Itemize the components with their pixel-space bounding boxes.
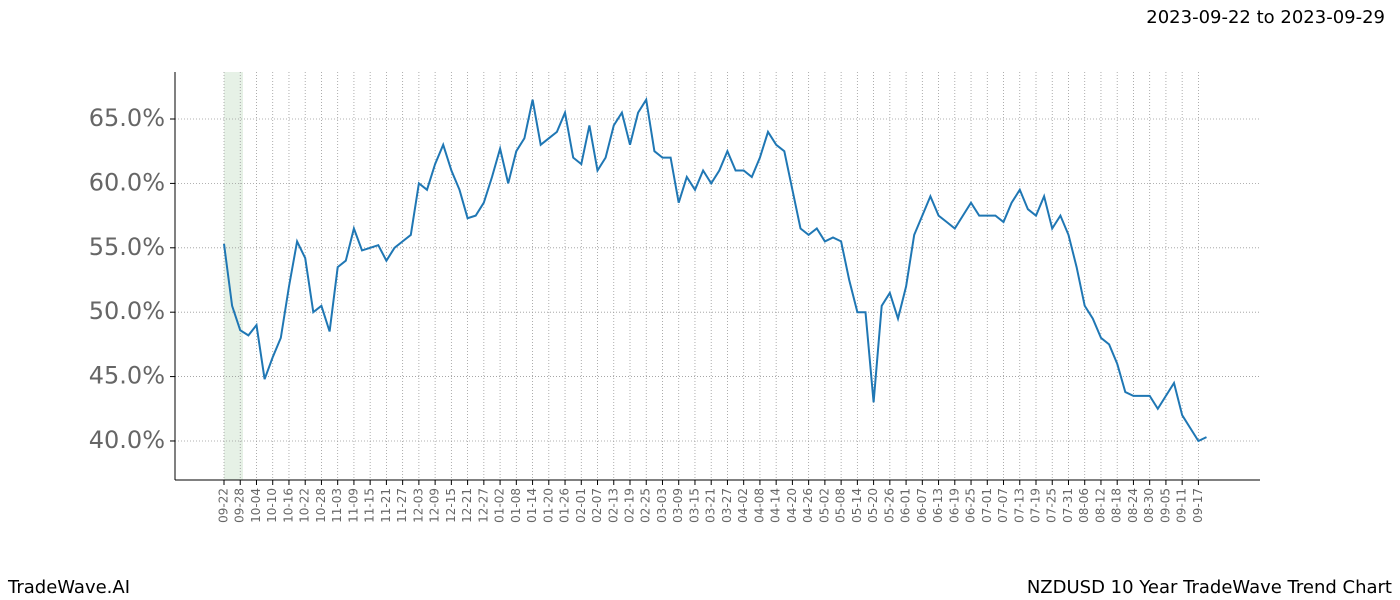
x-tick-label: 07-31 bbox=[1061, 488, 1075, 523]
x-tick-label: 12-27 bbox=[476, 488, 490, 523]
x-tick-label: 07-13 bbox=[1012, 488, 1026, 523]
x-tick-label: 12-21 bbox=[460, 488, 474, 523]
y-tick-label: 40.0% bbox=[89, 426, 165, 454]
x-tick-label: 03-21 bbox=[704, 488, 718, 523]
x-tick-label: 03-03 bbox=[655, 488, 669, 523]
x-tick-label: 10-04 bbox=[249, 488, 263, 523]
x-tick-label: 05-02 bbox=[817, 488, 831, 523]
x-tick-label: 07-01 bbox=[980, 488, 994, 523]
x-tick-label: 05-08 bbox=[834, 488, 848, 523]
x-tick-label: 09-22 bbox=[217, 488, 231, 523]
x-tick-label: 04-26 bbox=[801, 488, 815, 523]
x-tick-label: 09-05 bbox=[1158, 488, 1172, 523]
x-tick-label: 09-17 bbox=[1191, 488, 1205, 523]
x-tick-label: 12-03 bbox=[411, 488, 425, 523]
x-tick-label: 06-07 bbox=[915, 488, 929, 523]
x-tick-label: 03-27 bbox=[720, 488, 734, 523]
x-tick-label: 05-26 bbox=[882, 488, 896, 523]
x-tick-label: 01-14 bbox=[525, 488, 539, 523]
brand: TradeWave.AI bbox=[7, 577, 130, 598]
x-tick-label: 09-11 bbox=[1175, 488, 1189, 523]
x-tick-label: 02-13 bbox=[606, 488, 620, 523]
chart-title: NZDUSD 10 Year TradeWave Trend Chart bbox=[1027, 577, 1392, 598]
x-tick-label: 10-28 bbox=[314, 488, 328, 523]
x-tick-label: 06-19 bbox=[947, 488, 961, 523]
x-tick-label: 08-12 bbox=[1093, 488, 1107, 523]
x-tick-label: 02-07 bbox=[590, 488, 604, 523]
y-tick-label: 55.0% bbox=[89, 233, 165, 261]
x-tick-label: 08-24 bbox=[1126, 488, 1140, 523]
x-tick-label: 08-30 bbox=[1142, 488, 1156, 523]
y-tick-label: 45.0% bbox=[89, 362, 165, 390]
y-tick-label: 50.0% bbox=[89, 297, 165, 325]
x-tick-label: 02-25 bbox=[639, 488, 653, 523]
x-tick-label: 01-26 bbox=[558, 488, 572, 523]
x-tick-label: 08-18 bbox=[1110, 488, 1124, 523]
x-tick-label: 09-28 bbox=[233, 488, 247, 523]
x-tick-label: 11-21 bbox=[379, 488, 393, 523]
x-tick-label: 06-25 bbox=[964, 488, 978, 523]
x-tick-label: 07-07 bbox=[996, 488, 1010, 523]
x-tick-label: 11-09 bbox=[346, 488, 360, 523]
date-range: 2023-09-22 to 2023-09-29 bbox=[1146, 7, 1385, 28]
line bbox=[223, 96, 1207, 443]
x-tick-label: 03-15 bbox=[687, 488, 701, 523]
x-tick-label: 03-09 bbox=[671, 488, 685, 523]
y-tick-label: 60.0% bbox=[89, 168, 165, 196]
x-tick-label: 04-02 bbox=[736, 488, 750, 523]
x-tick-label: 12-09 bbox=[428, 488, 442, 523]
x-tick-label: 04-08 bbox=[752, 488, 766, 523]
x-tick-label: 01-08 bbox=[509, 488, 523, 523]
x-tick-label: 06-01 bbox=[899, 488, 913, 523]
x-tick-label: 07-25 bbox=[1045, 488, 1059, 523]
x-tick-label: 11-03 bbox=[330, 488, 344, 523]
x-tick-label: 04-20 bbox=[785, 488, 799, 523]
x-tick-label: 10-22 bbox=[298, 488, 312, 523]
x-tick-label: 01-20 bbox=[541, 488, 555, 523]
x-tick-label: 05-14 bbox=[850, 488, 864, 523]
x-tick-label: 04-14 bbox=[769, 488, 783, 523]
x-tick-label: 02-19 bbox=[623, 488, 637, 523]
x-tick-label: 05-20 bbox=[866, 488, 880, 523]
x-tick-label: 02-01 bbox=[574, 488, 588, 523]
x-tick-label: 07-19 bbox=[1029, 488, 1043, 523]
x-tick-label: 06-13 bbox=[931, 488, 945, 523]
x-tick-label: 10-10 bbox=[265, 488, 279, 523]
x-tick-label: 11-27 bbox=[395, 488, 409, 523]
x-tick-label: 01-02 bbox=[493, 488, 507, 523]
y-tick-label: 65.0% bbox=[89, 104, 165, 132]
x-tick-label: 10-16 bbox=[281, 488, 295, 523]
x-tick-label: 08-06 bbox=[1077, 488, 1091, 523]
x-tick-label: 12-15 bbox=[444, 488, 458, 523]
x-tick-label: 11-15 bbox=[363, 488, 377, 523]
highlight-span bbox=[224, 72, 243, 480]
